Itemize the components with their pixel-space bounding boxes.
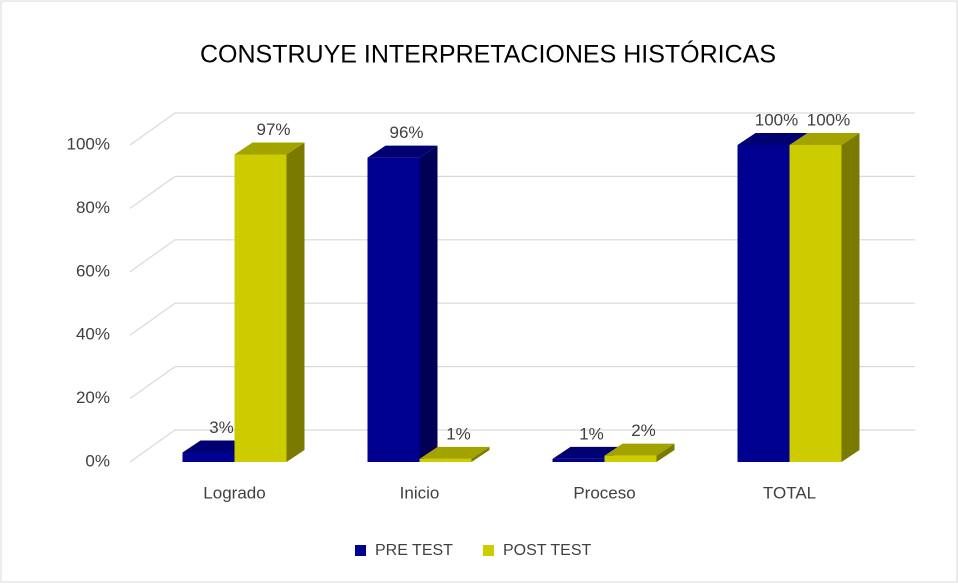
legend-label: POST TEST bbox=[503, 542, 592, 559]
chart-title: CONSTRUYE INTERPRETACIONES HISTÓRICAS bbox=[200, 40, 776, 69]
bar bbox=[234, 142, 305, 462]
grid-line bbox=[129, 302, 915, 336]
bar-top bbox=[737, 133, 808, 145]
y-tick-label: 80% bbox=[76, 198, 110, 217]
bar-top bbox=[367, 145, 438, 158]
grid-line bbox=[129, 429, 915, 463]
y-tick-label: 40% bbox=[76, 325, 110, 344]
data-label: 96% bbox=[389, 123, 423, 142]
x-tick-label: Proceso bbox=[573, 483, 635, 502]
y-tick-label: 60% bbox=[76, 261, 110, 280]
legend-swatch bbox=[355, 545, 366, 556]
bar-front bbox=[367, 157, 420, 462]
bar bbox=[789, 133, 860, 462]
bar-top bbox=[419, 446, 490, 459]
data-label: 97% bbox=[256, 120, 290, 139]
data-label: 3% bbox=[209, 418, 234, 437]
bar-front bbox=[552, 458, 605, 462]
bar-front bbox=[182, 452, 235, 462]
y-tick-label: 100% bbox=[67, 134, 110, 153]
bar-side bbox=[656, 443, 675, 462]
bar-front bbox=[604, 455, 657, 462]
bar bbox=[604, 443, 675, 462]
bar bbox=[419, 446, 490, 462]
x-tick-label: Logrado bbox=[203, 483, 265, 502]
legend-label: PRE TEST bbox=[375, 542, 453, 559]
data-label: 1% bbox=[446, 424, 471, 443]
bar-front bbox=[737, 145, 790, 462]
legend-swatch bbox=[482, 545, 494, 556]
y-tick-label: 0% bbox=[85, 451, 110, 470]
grid-line bbox=[129, 175, 915, 209]
x-tick-label: TOTAL bbox=[763, 483, 816, 502]
bar-top bbox=[234, 142, 305, 155]
bar-front bbox=[789, 145, 842, 462]
bar-side bbox=[286, 142, 305, 462]
data-label: 100% bbox=[807, 110, 850, 129]
data-label: 100% bbox=[755, 110, 798, 129]
bar-front bbox=[234, 154, 287, 462]
bar-side bbox=[419, 145, 438, 462]
data-label: 1% bbox=[579, 424, 604, 443]
bar-side bbox=[841, 133, 860, 462]
y-tick-label: 20% bbox=[76, 388, 110, 407]
data-label: 2% bbox=[631, 421, 656, 440]
grid-line bbox=[129, 112, 915, 146]
bar-side bbox=[471, 446, 490, 462]
bar bbox=[367, 145, 438, 462]
grid-line bbox=[129, 366, 915, 400]
x-tick-label: Inicio bbox=[400, 483, 440, 502]
grid-line bbox=[129, 239, 915, 273]
bar-top bbox=[604, 443, 675, 456]
bar-front bbox=[419, 458, 472, 462]
bar-top bbox=[789, 133, 860, 145]
